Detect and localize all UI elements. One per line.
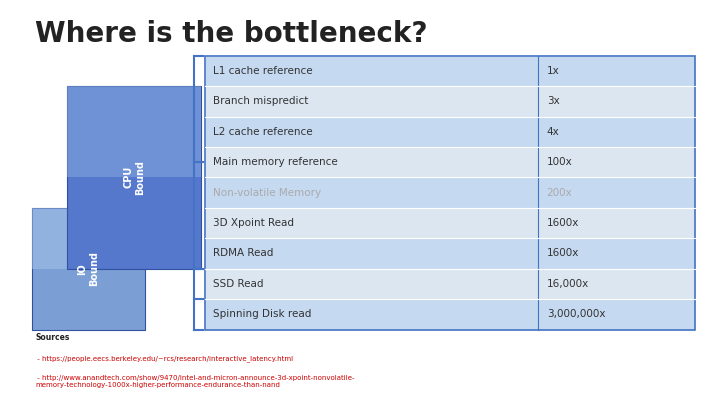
Text: Where is the bottleneck?: Where is the bottleneck? (35, 20, 428, 48)
Text: 1600x: 1600x (546, 218, 579, 228)
Text: 200x: 200x (546, 188, 572, 198)
Text: 1x: 1x (546, 66, 559, 76)
Text: 1600x: 1600x (546, 248, 579, 258)
Bar (204, 147, 539, 177)
Bar (204, 299, 539, 330)
Text: Spinning Disk read: Spinning Disk read (213, 309, 312, 319)
Text: Main memory reference: Main memory reference (213, 157, 338, 167)
Text: L2 cache reference: L2 cache reference (213, 127, 313, 137)
Text: Sources: Sources (35, 333, 70, 343)
Bar (539, 177, 695, 208)
Text: 16,000x: 16,000x (546, 279, 589, 289)
Text: IO
Bound: IO Bound (78, 251, 99, 286)
Text: RDMA Read: RDMA Read (213, 248, 274, 258)
Text: Branch mispredict: Branch mispredict (213, 96, 309, 106)
Text: CPU
Bound: CPU Bound (123, 160, 145, 195)
Bar (32, 208, 145, 269)
Bar (204, 86, 539, 117)
Bar (204, 55, 695, 330)
Bar (539, 55, 695, 86)
Text: 3,000,000x: 3,000,000x (546, 309, 606, 319)
Text: 3D Xpoint Read: 3D Xpoint Read (213, 218, 294, 228)
Bar (204, 208, 539, 238)
Bar (539, 299, 695, 330)
Text: 100x: 100x (546, 157, 572, 167)
Text: L1 cache reference: L1 cache reference (213, 66, 313, 76)
Bar (67, 86, 202, 269)
Text: - http://www.anandtech.com/show/9470/intel-and-micron-announce-3d-xpoint-nonvola: - http://www.anandtech.com/show/9470/int… (35, 375, 355, 388)
Text: 4x: 4x (546, 127, 559, 137)
Bar (539, 208, 695, 238)
Text: SSD Read: SSD Read (213, 279, 264, 289)
Bar (539, 238, 695, 269)
Text: Non-volatile Memory: Non-volatile Memory (213, 188, 321, 198)
Bar (539, 147, 695, 177)
Bar (204, 269, 539, 299)
Bar (204, 55, 539, 86)
Bar (204, 177, 539, 208)
Bar (539, 269, 695, 299)
Bar (32, 208, 145, 330)
Bar (204, 238, 539, 269)
Bar (539, 117, 695, 147)
Text: - https://people.eecs.berkeley.edu/~rcs/research/interactive_latency.html: - https://people.eecs.berkeley.edu/~rcs/… (35, 355, 294, 362)
Bar (204, 117, 539, 147)
Bar (67, 86, 202, 177)
Text: 3x: 3x (546, 96, 559, 106)
Bar (539, 86, 695, 117)
